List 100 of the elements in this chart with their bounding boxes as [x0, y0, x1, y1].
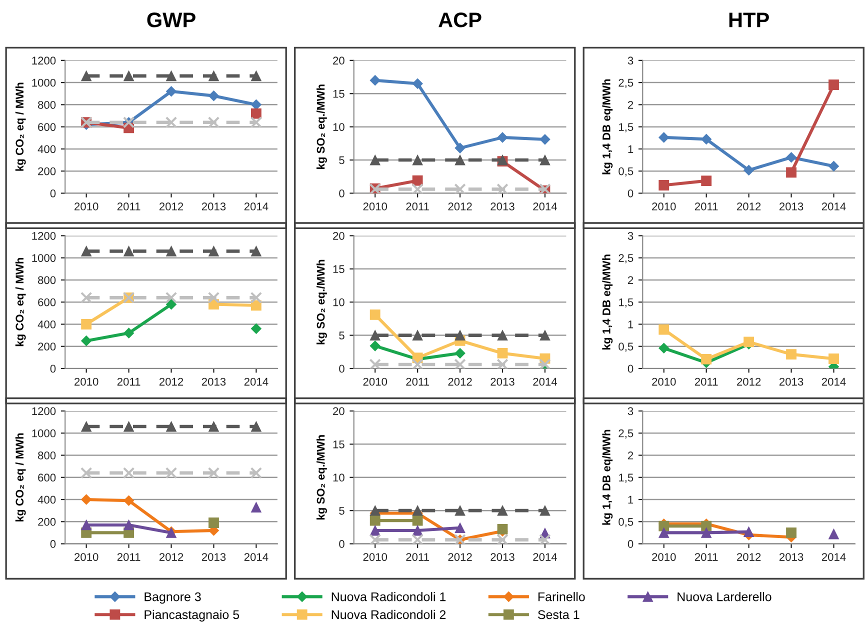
x-tick-label: 2010	[652, 378, 676, 386]
point	[250, 108, 262, 119]
y-tick-label: 20	[333, 56, 344, 65]
x-tick-label: 2013	[779, 202, 804, 210]
point	[412, 175, 423, 186]
point	[370, 340, 380, 352]
point	[828, 80, 839, 90]
x-tick-label: 2011	[406, 378, 429, 386]
y-tick-label: 200	[38, 518, 56, 526]
x-tick-label: 2011	[694, 202, 718, 210]
point	[828, 528, 839, 540]
point	[744, 164, 754, 176]
point	[166, 299, 177, 310]
y-tick-label: 400	[38, 320, 56, 328]
point	[370, 330, 380, 341]
y-tick-label: 0	[50, 364, 56, 373]
x-tick-label: 2014	[822, 553, 846, 561]
point	[166, 86, 177, 97]
point	[208, 421, 219, 432]
point	[497, 505, 508, 516]
point	[658, 528, 670, 538]
legend-label: Sesta 1	[538, 610, 580, 620]
point	[124, 421, 134, 432]
point	[370, 75, 380, 86]
point	[165, 116, 178, 128]
y-axis-title: kg SO₂ eq./MWh	[316, 260, 327, 344]
point	[124, 328, 134, 338]
point	[497, 132, 508, 143]
y-tick-label: 1	[628, 496, 634, 504]
point	[454, 183, 466, 194]
point	[701, 354, 712, 364]
point	[250, 323, 262, 334]
point	[497, 524, 508, 534]
y-tick-label: 800	[38, 276, 56, 284]
x-tick-label: 2012	[737, 553, 761, 561]
y-tick-label: 1200	[32, 407, 56, 416]
y-tick-label: 5	[339, 156, 344, 164]
x-tick-label: 2012	[448, 378, 472, 386]
y-axis-title: kg CO₂ eq / MWh	[15, 433, 26, 522]
point	[165, 467, 178, 479]
point	[658, 342, 670, 354]
point	[658, 180, 670, 190]
chart-title: HTP	[729, 12, 769, 28]
point	[208, 70, 219, 82]
x-tick-label: 2010	[652, 202, 676, 210]
y-tick-label: 2	[628, 452, 634, 460]
point	[81, 494, 92, 505]
y-axis-title: kg SO₂ eq./MWh	[316, 84, 327, 169]
point	[250, 467, 262, 479]
y-axis-title: kg 1,4 DB eq/MWh	[602, 254, 613, 350]
x-tick-label: 2011	[694, 553, 718, 561]
x-tick-label: 2010	[74, 202, 98, 210]
point	[412, 505, 423, 516]
point	[454, 348, 466, 358]
point	[165, 292, 178, 304]
x-tick-label: 2012	[448, 202, 472, 210]
legend-label: Piancastagnaio 5	[144, 610, 240, 622]
point	[412, 183, 424, 194]
point	[81, 336, 92, 346]
point	[250, 70, 262, 82]
point	[208, 467, 220, 479]
x-tick-label: 2014	[533, 553, 558, 561]
y-tick-label: 0,5	[618, 518, 634, 528]
point	[370, 515, 380, 526]
point	[412, 358, 424, 368]
legend-label: Nuova Radicondoli 1	[332, 592, 446, 602]
y-tick-label: 0	[628, 364, 634, 373]
point	[81, 520, 92, 530]
point	[701, 134, 712, 144]
point	[701, 176, 712, 186]
x-tick-label: 2010	[74, 553, 98, 561]
point	[540, 330, 550, 341]
y-tick-label: 1,5	[619, 298, 634, 308]
x-tick-label: 2012	[737, 378, 761, 386]
point	[496, 534, 508, 544]
x-tick-label: 2011	[117, 202, 140, 210]
x-tick-label: 2010	[363, 378, 388, 386]
point	[166, 70, 176, 82]
y-tick-label: 600	[38, 474, 56, 482]
x-tick-label: 2011	[406, 202, 429, 210]
y-tick-label: 1	[628, 145, 634, 153]
point	[786, 349, 796, 360]
chart-title: ACP	[438, 12, 482, 28]
x-tick-label: 2011	[406, 553, 429, 561]
y-tick-label: 0	[339, 189, 344, 198]
x-tick-label: 2010	[652, 553, 676, 561]
point	[454, 142, 466, 154]
y-tick-label: 0,5	[618, 342, 634, 352]
legend-label: Farinello	[538, 592, 585, 602]
y-tick-label: 1,5	[619, 123, 634, 132]
x-tick-label: 2014	[244, 553, 268, 561]
y-tick-label: 1200	[32, 232, 56, 240]
point	[454, 522, 466, 534]
point	[250, 99, 262, 110]
point	[412, 154, 423, 166]
point	[166, 246, 176, 256]
point	[124, 70, 134, 82]
x-tick-label: 2013	[202, 202, 226, 210]
y-tick-label: 10	[333, 474, 344, 482]
x-tick-label: 2012	[448, 553, 472, 561]
